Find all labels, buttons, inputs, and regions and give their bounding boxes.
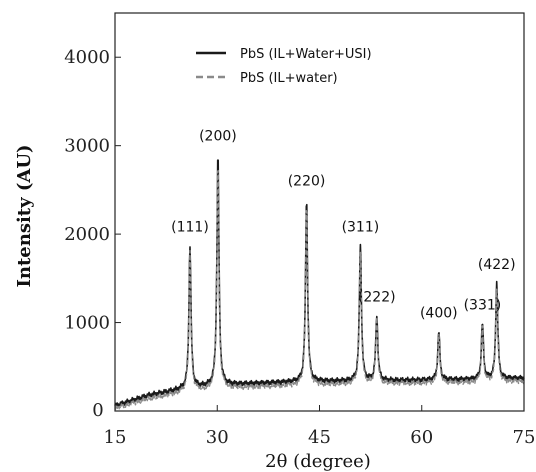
y-axis-ticks: 1000 2000 3000 4000 [64,47,121,334]
y-tick-label: 1000 [64,313,110,334]
y-tick-label: 3000 [64,136,110,157]
peak-label: (220) [288,174,326,190]
x-tick-label: 75 [513,427,536,448]
y-zero-label: 0 [92,400,103,421]
peak-label: (422) [478,257,516,273]
series-layer [114,159,525,411]
x-tick-label: 45 [308,427,331,448]
series-line-2 [114,169,525,411]
legend-label-series-2: PbS (IL+water) [240,71,338,86]
x-axis-label: 2θ (degree) [265,451,371,472]
y-tick-label: 4000 [64,47,110,68]
legend-label-series-1: PbS (IL+Water+USI) [240,47,372,62]
y-axis-label: Intensity (AU) [14,144,35,287]
peak-label: (311) [342,220,380,236]
peak-label: (400) [420,305,458,321]
x-tick-label: 60 [410,427,433,448]
x-axis-ticks: 15 30 45 60 75 [104,405,536,448]
legend: PbS (IL+Water+USI) PbS (IL+water) [196,47,372,86]
peak-label: (222) [358,289,396,305]
x-tick-label: 15 [104,427,127,448]
x-tick-label: 30 [206,427,229,448]
y-tick-label: 2000 [64,224,110,245]
peak-labels: (111) (200) (220) (311) (222) (400) (331) (422) [171,129,515,322]
peak-label: (200) [199,129,237,145]
peak-label: (111) [171,220,209,236]
peak-label: (331) [464,297,502,313]
